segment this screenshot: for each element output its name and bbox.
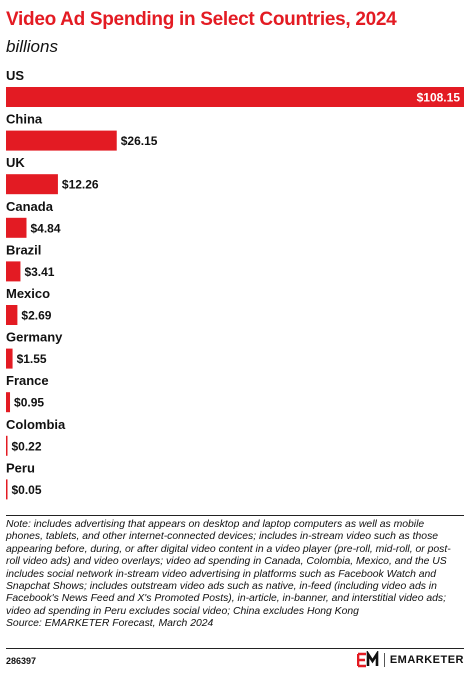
emarketer-logo-icon bbox=[356, 651, 379, 668]
bar[interactable] bbox=[6, 435, 8, 456]
source-text: Source: EMARKETER Forecast, March 2024 bbox=[6, 618, 214, 630]
bar[interactable] bbox=[6, 87, 464, 107]
category-label: Canada bbox=[6, 199, 54, 214]
value-label: $0.22 bbox=[12, 439, 42, 453]
value-label: $26.15 bbox=[121, 134, 158, 148]
value-label: $0.05 bbox=[12, 483, 42, 497]
category-label: Colombia bbox=[6, 417, 66, 432]
bar[interactable] bbox=[6, 217, 27, 238]
category-label: Peru bbox=[6, 460, 35, 475]
category-label: Mexico bbox=[6, 286, 50, 301]
bar-chart: US $108.15 China $26.15 UK $12.26 Canada $4.84 B… bbox=[6, 68, 464, 500]
value-label: $1.55 bbox=[17, 352, 47, 366]
chart-note: Note: includes advertising that appears … bbox=[6, 519, 464, 631]
chart-title: Video Ad Spending in Select Countries, 2… bbox=[6, 9, 397, 30]
value-label: $2.69 bbox=[21, 309, 51, 323]
top-divider bbox=[6, 515, 464, 516]
bar[interactable] bbox=[6, 174, 58, 195]
bar[interactable] bbox=[6, 130, 117, 151]
chart-subtitle: billions bbox=[6, 37, 58, 56]
value-label: $108.15 bbox=[417, 91, 461, 105]
category-label: UK bbox=[6, 155, 25, 170]
value-label: $3.41 bbox=[24, 265, 54, 279]
category-label: Brazil bbox=[6, 242, 41, 257]
note-text: Note: includes advertising that appears … bbox=[6, 519, 451, 617]
bar[interactable] bbox=[6, 261, 21, 282]
bar[interactable] bbox=[6, 348, 13, 369]
value-label: $12.26 bbox=[62, 178, 99, 192]
bar[interactable] bbox=[6, 305, 18, 325]
bar[interactable] bbox=[6, 392, 11, 413]
brand-logo[interactable]: EMARKETER bbox=[356, 651, 464, 669]
bar[interactable] bbox=[6, 479, 8, 500]
bottom-divider bbox=[6, 648, 464, 649]
brand-name: EMARKETER bbox=[389, 654, 464, 666]
value-label: $4.84 bbox=[30, 221, 60, 235]
category-label: China bbox=[6, 112, 43, 127]
category-label: France bbox=[6, 373, 49, 388]
category-label: US bbox=[6, 68, 24, 83]
brand-separator bbox=[383, 653, 385, 667]
chart-id: 286397 bbox=[6, 656, 37, 666]
category-label: Germany bbox=[6, 330, 63, 345]
value-label: $0.95 bbox=[14, 396, 44, 410]
